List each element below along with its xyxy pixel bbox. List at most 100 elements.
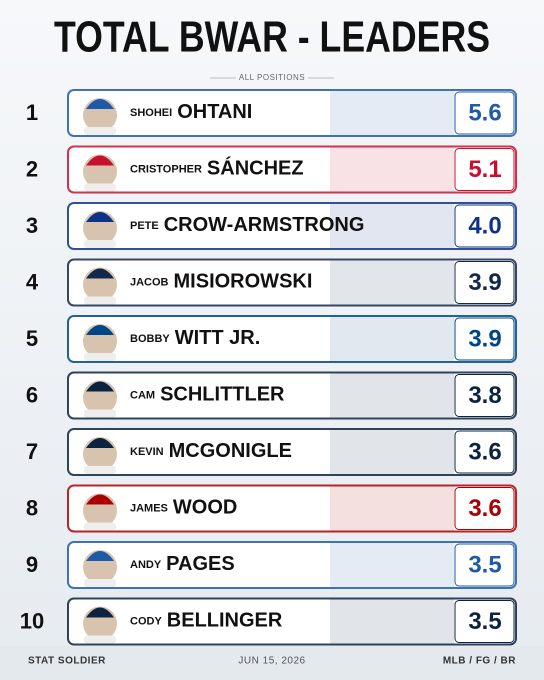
last-name: OHTANI [177, 101, 252, 123]
team-watermark [330, 373, 454, 418]
footer-left: STAT SOLDIER [28, 656, 106, 667]
row: 8 JAMES WOOD 3.6 [26, 484, 517, 533]
cap [86, 607, 114, 618]
row: 2 CRISTOPHER SÁNCHEZ 5.1 [26, 145, 517, 194]
rank: 7 [26, 439, 38, 464]
first-name: CAM [130, 389, 155, 401]
player-name: BOBBY WITT JR. [130, 327, 260, 349]
first-name: CODY [130, 615, 162, 627]
rows: 1 SHOHEI OHTANI 5.6 2 CRISTOPHER SÁNCHEZ 5.1 3 PE… [20, 89, 517, 646]
first-name: BOBBY [130, 333, 170, 345]
player-name: JACOB MISIOROWSKI [130, 271, 312, 293]
player-name: JAMES WOOD [130, 497, 237, 519]
first-name: SHOHEI [130, 107, 172, 119]
player-name: SHOHEI OHTANI [130, 101, 252, 123]
team-watermark [330, 543, 454, 587]
jersey [84, 522, 116, 531]
rank: 8 [26, 495, 38, 520]
value-box [454, 91, 515, 135]
row: 9 ANDY PAGES 3.5 [26, 541, 517, 589]
cap [86, 99, 114, 109]
war-value: 3.5 [468, 608, 501, 635]
first-name: KEVIN [130, 446, 164, 458]
card [67, 145, 517, 194]
war-value: 3.9 [468, 269, 501, 296]
rank: 2 [26, 156, 38, 181]
war-value: 5.6 [468, 99, 501, 126]
title: TOTAL BWAR - LEADERS [54, 13, 490, 62]
war-value: 4.0 [468, 212, 501, 239]
team-watermark [330, 260, 454, 305]
card [67, 597, 517, 646]
footer-right: MLB / FG / BR [443, 656, 516, 667]
team-watermark [330, 430, 454, 474]
jersey [84, 635, 116, 644]
first-name: JACOB [130, 276, 169, 288]
rank: 3 [26, 213, 38, 238]
war-value: 3.8 [468, 382, 501, 409]
row: 6 CAM SCHLITTLER 3.8 [26, 371, 517, 420]
war-value: 3.6 [468, 438, 501, 465]
jersey [84, 466, 116, 474]
subtitle: ALL POSITIONS [239, 73, 305, 82]
war-value: 3.6 [468, 495, 501, 522]
last-name: BELLINGER [167, 610, 283, 632]
first-name: JAMES [130, 502, 168, 514]
first-name: CRISTOPHER [130, 163, 202, 175]
card [67, 315, 517, 363]
row: 5 BOBBY WITT JR. 3.9 [26, 315, 517, 363]
first-name: ANDY [130, 559, 162, 571]
cap [86, 325, 114, 335]
last-name: SCHLITTLER [160, 384, 285, 406]
jersey [84, 183, 116, 192]
first-name: PETE [130, 220, 159, 232]
value-box [454, 374, 515, 417]
value-box [454, 543, 515, 587]
value-box [454, 430, 515, 474]
cap [86, 212, 114, 222]
rank: 10 [20, 608, 44, 633]
last-name: PAGES [166, 553, 235, 575]
card [67, 541, 517, 589]
card [67, 428, 517, 476]
war-value: 3.9 [468, 325, 501, 352]
cap [86, 155, 114, 166]
jersey [84, 353, 116, 361]
value-box [454, 487, 515, 530]
war-value: 5.1 [468, 156, 501, 183]
jersey [84, 409, 116, 418]
last-name: WITT JR. [175, 327, 261, 349]
player-name: PETE CROW-ARMSTRONG [130, 214, 364, 236]
rank: 9 [26, 552, 38, 577]
row: 4 JACOB MISIOROWSKI 3.9 [26, 258, 517, 307]
last-name: MCGONIGLE [169, 440, 292, 462]
player-name: CAM SCHLITTLER [130, 384, 285, 406]
cap [86, 438, 114, 448]
rank: 4 [26, 269, 39, 294]
jersey [84, 296, 116, 305]
team-watermark [330, 147, 454, 192]
card [67, 484, 517, 533]
card [67, 89, 517, 137]
rank: 5 [26, 326, 38, 351]
row: 7 KEVIN MCGONIGLE 3.6 [26, 428, 517, 476]
row: 1 SHOHEI OHTANI 5.6 [26, 89, 517, 137]
player-name: CODY BELLINGER [130, 610, 283, 632]
cap [86, 268, 114, 279]
team-watermark [330, 599, 454, 644]
card [67, 371, 517, 420]
team-watermark [330, 204, 454, 248]
rank: 1 [26, 100, 38, 125]
value-box [454, 261, 515, 304]
cap [86, 381, 114, 392]
player-name: KEVIN MCGONIGLE [130, 440, 292, 462]
team-watermark [330, 317, 454, 361]
last-name: MISIOROWSKI [174, 271, 313, 293]
last-name: SÁNCHEZ [207, 157, 304, 180]
team-watermark [330, 91, 454, 135]
value-box [454, 148, 515, 191]
row: 3 PETE CROW-ARMSTRONG 4.0 [26, 202, 517, 250]
footer-bar [0, 646, 544, 680]
value-box [454, 204, 515, 248]
